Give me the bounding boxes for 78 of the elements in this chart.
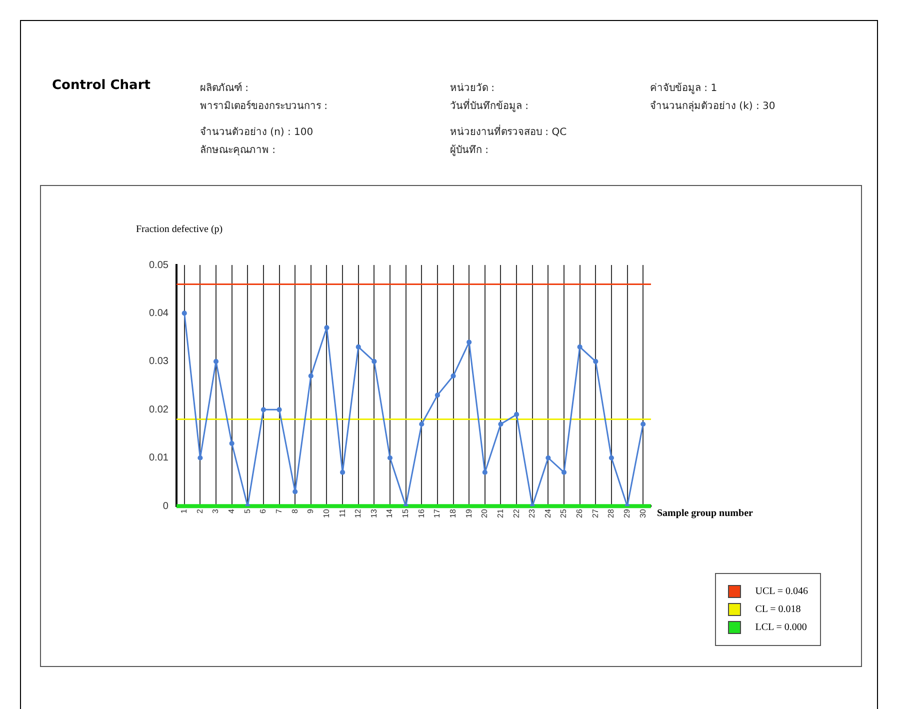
x-tick-label: 23 <box>528 508 537 518</box>
legend-label: LCL = 0.000 <box>755 622 807 633</box>
x-tick-label: 17 <box>432 508 442 518</box>
text: วันที่บันทึกข้อมูล : <box>450 98 529 113</box>
point <box>213 358 219 364</box>
x-tick-label: 14 <box>385 508 394 518</box>
point <box>260 407 266 412</box>
x-tick-label: 16 <box>416 508 426 518</box>
y-axis-title: Fraction defective (p) <box>136 224 223 235</box>
legend-label: CL = 0.018 <box>755 604 801 615</box>
x-tick-label: 1 <box>180 508 189 514</box>
x-tick-label: 24 <box>543 508 552 518</box>
point <box>276 407 282 412</box>
y-tick-label: 0.05 <box>148 260 169 271</box>
x-tick-label: 3 <box>211 508 220 514</box>
text: ค่าจับข้อมูล : 1 <box>650 82 718 95</box>
text: ผู้บันทึก : <box>450 144 489 157</box>
y-tick-label: 0.03 <box>148 356 169 368</box>
point <box>434 392 440 398</box>
x-tick-label: 27 <box>590 508 600 518</box>
x-axis-title: Sample group number <box>657 508 753 519</box>
x-tick-label: 13 <box>369 508 378 518</box>
text: จำนวนตัวอย่าง (n) : 100 <box>200 126 314 139</box>
x-tick-label: 25 <box>559 508 568 518</box>
x-tick-label: 18 <box>448 508 458 518</box>
x-tick-label: 15 <box>401 508 410 518</box>
x-tick-label: 5 <box>242 508 252 514</box>
text: ผลิตภัณฑ์ : <box>200 81 249 95</box>
x-tick-label: 9 <box>306 508 316 514</box>
y-tick-label: 0.02 <box>148 404 169 416</box>
point <box>308 373 314 378</box>
point <box>577 344 582 350</box>
x-tick-label: 12 <box>354 508 363 518</box>
y-tick-label: 0 <box>162 500 169 512</box>
x-tick-label: 20 <box>480 508 490 518</box>
point <box>593 358 598 364</box>
x-tick-label: 22 <box>512 508 521 518</box>
point <box>466 340 472 345</box>
legend-label: UCL = 0.046 <box>755 586 808 597</box>
point <box>182 310 187 316</box>
x-tick-label: 4 <box>227 508 236 514</box>
text: หน่วยวัด : <box>450 82 495 95</box>
text: พารามิเตอร์ของกระบวนการ : <box>200 99 328 113</box>
point <box>514 412 520 418</box>
x-tick-label: 8 <box>290 508 300 514</box>
x-tick-label: 7 <box>274 508 284 514</box>
x-tick-label: 21 <box>496 508 505 518</box>
x-tick-label: 10 <box>322 508 331 518</box>
point <box>340 470 346 475</box>
point <box>561 470 567 475</box>
point <box>608 455 614 460</box>
x-tick-label: 30 <box>638 508 648 518</box>
point <box>482 470 488 475</box>
point <box>372 358 377 364</box>
point <box>198 455 203 460</box>
point <box>546 455 551 460</box>
text: ลักษณะคุณภาพ : <box>200 144 276 157</box>
x-tick-label: 29 <box>622 508 632 518</box>
x-tick-label: 11 <box>338 508 347 518</box>
text: จำนวนกลุ่มตัวอย่าง (k) : 30 <box>650 100 776 113</box>
x-tick-label: 6 <box>258 508 268 514</box>
text: หน่วยงานที่ตรวจสอบ : QC <box>450 124 567 139</box>
point <box>292 489 298 494</box>
x-tick-label: 2 <box>195 508 204 514</box>
point <box>450 373 456 378</box>
x-tick-label: 26 <box>575 508 584 518</box>
point <box>356 344 361 350</box>
y-tick-label: 0.04 <box>148 308 169 319</box>
point <box>419 422 424 427</box>
point <box>640 422 646 427</box>
x-tick-label: 19 <box>464 508 474 518</box>
point <box>498 422 504 427</box>
chart-title: Control Chart <box>52 78 150 93</box>
x-tick-label: 28 <box>606 508 616 518</box>
point <box>229 440 234 446</box>
y-tick-label: 0.01 <box>148 452 169 464</box>
point <box>324 325 330 330</box>
point <box>387 455 393 460</box>
